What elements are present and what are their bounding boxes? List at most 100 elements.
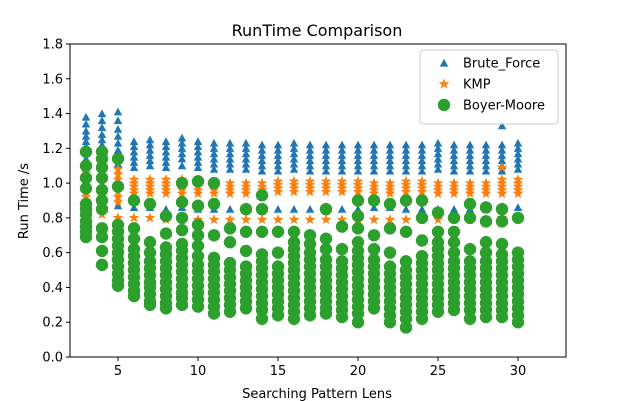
point-boyer-moore	[159, 209, 173, 223]
point-boyer-moore	[255, 312, 269, 325]
point-brute-force	[113, 145, 123, 154]
point-boyer-moore	[383, 197, 397, 211]
point-kmp	[128, 187, 140, 199]
point-boyer-moore	[143, 236, 157, 249]
point-brute-force	[209, 144, 219, 152]
point-brute-force	[353, 145, 363, 154]
x-axis-label: Searching Pattern Lens	[242, 387, 392, 401]
point-boyer-moore	[495, 237, 509, 251]
point-brute-force	[97, 116, 107, 125]
point-brute-force	[289, 154, 299, 163]
point-brute-force	[449, 145, 459, 154]
point-brute-force	[353, 156, 363, 165]
y-tick-label: 0.6	[42, 246, 63, 261]
point-brute-force	[497, 156, 507, 165]
legend-label-brute-force: Brute_Force	[463, 57, 540, 72]
point-boyer-moore	[463, 312, 477, 325]
point-brute-force	[177, 149, 187, 158]
point-kmp	[192, 187, 204, 199]
point-brute-force	[513, 203, 523, 212]
point-brute-force	[337, 145, 347, 154]
point-brute-force	[369, 140, 379, 149]
point-brute-force	[353, 151, 363, 159]
point-brute-force	[465, 151, 475, 159]
point-brute-force	[81, 131, 91, 140]
point-boyer-moore	[351, 316, 365, 329]
point-boyer-moore	[351, 209, 365, 223]
point-brute-force	[289, 165, 299, 173]
point-boyer-moore	[207, 307, 221, 320]
point-kmp	[112, 163, 124, 174]
point-boyer-moore	[335, 242, 349, 256]
point-boyer-moore	[447, 211, 461, 225]
point-brute-force	[113, 138, 123, 147]
point-boyer-moore	[415, 312, 429, 325]
point-brute-force	[433, 144, 443, 152]
point-boyer-moore	[127, 222, 141, 235]
y-tick-label: 1.6	[42, 72, 63, 87]
plot-frame	[69, 43, 567, 358]
y-axis-label: Run Time /s	[17, 163, 32, 239]
point-brute-force	[273, 156, 283, 165]
point-boyer-moore	[143, 246, 157, 259]
point-boyer-moore	[207, 176, 221, 190]
point-boyer-moore	[415, 194, 429, 207]
point-boyer-moore	[175, 298, 189, 312]
point-brute-force	[321, 151, 331, 159]
point-brute-force	[497, 151, 507, 159]
point-boyer-moore	[431, 206, 445, 219]
point-brute-force	[209, 138, 219, 147]
point-brute-force	[321, 145, 331, 154]
point-brute-force	[289, 204, 299, 213]
point-brute-force	[305, 140, 315, 149]
point-boyer-moore	[191, 300, 205, 313]
point-boyer-moore	[495, 202, 509, 216]
point-brute-force	[289, 149, 299, 158]
point-boyer-moore	[447, 225, 461, 238]
point-brute-force	[481, 151, 491, 159]
point-brute-force	[497, 166, 507, 175]
point-kmp	[304, 214, 316, 225]
point-boyer-moore	[175, 211, 189, 225]
point-boyer-moore	[111, 152, 125, 165]
point-boyer-moore	[463, 211, 477, 225]
point-brute-force	[417, 161, 427, 170]
point-boyer-moore	[95, 202, 109, 216]
point-boyer-moore	[367, 242, 381, 256]
point-boyer-moore	[415, 234, 429, 247]
point-brute-force	[273, 166, 283, 175]
point-brute-force	[161, 163, 171, 172]
point-boyer-moore	[351, 194, 365, 207]
point-boyer-moore	[271, 225, 285, 238]
point-brute-force	[241, 149, 251, 158]
point-brute-force	[481, 145, 491, 154]
point-brute-force	[385, 140, 395, 149]
point-brute-force	[161, 152, 171, 161]
point-brute-force	[257, 151, 267, 159]
point-kmp	[432, 187, 444, 199]
point-brute-force	[513, 159, 523, 168]
point-brute-force	[305, 166, 315, 175]
point-boyer-moore	[511, 211, 525, 225]
point-boyer-moore	[399, 312, 413, 325]
point-brute-force	[193, 163, 203, 172]
point-brute-force	[209, 149, 219, 158]
point-brute-force	[225, 154, 235, 163]
point-brute-force	[129, 147, 139, 156]
x-tick-label: 10	[190, 364, 207, 379]
point-boyer-moore	[335, 220, 349, 233]
point-kmp	[320, 214, 332, 225]
point-kmp	[496, 187, 508, 199]
point-brute-force	[145, 145, 155, 154]
point-kmp	[224, 214, 236, 225]
point-brute-force	[193, 137, 203, 145]
point-brute-force	[161, 142, 171, 151]
point-brute-force	[433, 165, 443, 173]
point-brute-force	[129, 203, 139, 212]
point-boyer-moore	[111, 180, 125, 193]
point-brute-force	[225, 159, 235, 168]
point-brute-force	[449, 204, 459, 213]
point-brute-force	[161, 147, 171, 156]
point-brute-force	[177, 138, 187, 147]
point-boyer-moore	[495, 215, 509, 228]
